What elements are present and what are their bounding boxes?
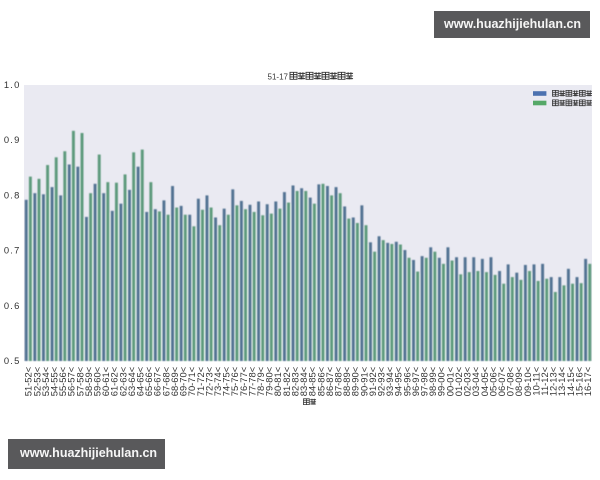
svg-text:78-79<: 78-79<	[255, 366, 266, 396]
svg-text:58-59<: 58-59<	[83, 366, 94, 396]
svg-text:15-16<: 15-16<	[573, 366, 584, 396]
svg-text:60-61<: 60-61<	[100, 366, 111, 396]
svg-text:87-88<: 87-88<	[332, 366, 343, 396]
svg-text:0.7: 0.7	[4, 245, 21, 256]
svg-text:98-99<: 98-99<	[427, 366, 438, 396]
svg-text:51-52<: 51-52<	[23, 366, 34, 396]
svg-text:74-75<: 74-75<	[221, 366, 232, 396]
svg-text:79-80<: 79-80<	[264, 366, 275, 396]
svg-text:57-58<: 57-58<	[74, 366, 85, 396]
svg-text:12-13<: 12-13<	[548, 366, 559, 396]
svg-text:70-71<: 70-71<	[186, 366, 197, 396]
svg-text:75-76<: 75-76<	[229, 366, 240, 396]
svg-text:51-17: 51-17	[268, 73, 289, 82]
svg-text:63-64<: 63-64<	[126, 366, 137, 396]
svg-text:67-68<: 67-68<	[160, 366, 171, 396]
svg-text:16-17<: 16-17<	[582, 366, 593, 396]
svg-text:03-04<: 03-04<	[470, 366, 481, 396]
svg-text:1.0: 1.0	[4, 79, 21, 90]
svg-text:00-01<: 00-01<	[444, 366, 455, 396]
svg-text:81-82<: 81-82<	[281, 366, 292, 396]
svg-text:83-84<: 83-84<	[298, 366, 309, 396]
svg-text:92-93<: 92-93<	[376, 366, 387, 396]
svg-text:04-05<: 04-05<	[479, 366, 490, 396]
svg-text:65-66<: 65-66<	[143, 366, 154, 396]
svg-text:07-08<: 07-08<	[505, 366, 516, 396]
svg-text:53-54<: 53-54<	[40, 366, 51, 396]
svg-text:82-83<: 82-83<	[289, 366, 300, 396]
svg-text:01-02<: 01-02<	[453, 366, 464, 396]
svg-text:13-14<: 13-14<	[556, 366, 567, 396]
svg-text:05-06<: 05-06<	[487, 366, 498, 396]
svg-text:52-53<: 52-53<	[31, 366, 42, 396]
svg-text:77-78<: 77-78<	[246, 366, 257, 396]
svg-text:84-85<: 84-85<	[307, 366, 318, 396]
svg-text:97-98<: 97-98<	[419, 366, 430, 396]
svg-text:0.9: 0.9	[4, 134, 21, 145]
svg-text:96-97<: 96-97<	[410, 366, 421, 396]
svg-text:69-70<: 69-70<	[178, 366, 189, 396]
svg-text:11-12<: 11-12<	[539, 366, 550, 395]
svg-text:64-65<: 64-65<	[135, 366, 146, 396]
svg-text:66-67<: 66-67<	[152, 366, 163, 396]
svg-text:55-56<: 55-56<	[57, 366, 68, 396]
svg-text:88-89<: 88-89<	[341, 366, 352, 396]
svg-text:93-94<: 93-94<	[384, 366, 395, 396]
svg-text:68-69<: 68-69<	[169, 366, 180, 396]
svg-text:86-87<: 86-87<	[324, 366, 335, 396]
svg-text:94-95<: 94-95<	[393, 366, 404, 396]
svg-text:0.6: 0.6	[4, 300, 21, 311]
svg-text:08-09<: 08-09<	[513, 366, 524, 396]
svg-text:09-10<: 09-10<	[522, 366, 533, 396]
svg-text:62-63<: 62-63<	[117, 366, 128, 396]
svg-text:95-96<: 95-96<	[401, 366, 412, 396]
svg-text:59-60<: 59-60<	[92, 366, 103, 396]
svg-text:14-15<: 14-15<	[565, 366, 576, 396]
svg-text:61-62<: 61-62<	[109, 366, 120, 396]
svg-text:73-74<: 73-74<	[212, 366, 223, 396]
svg-text:06-07<: 06-07<	[496, 366, 507, 396]
svg-text:91-92<: 91-92<	[367, 366, 378, 396]
svg-text:80-81<: 80-81<	[272, 366, 283, 396]
svg-text:99-00<: 99-00<	[436, 366, 447, 396]
svg-text:71-72<: 71-72<	[195, 366, 206, 396]
svg-text:76-77<: 76-77<	[238, 366, 249, 396]
svg-text:02-03<: 02-03<	[462, 366, 473, 396]
svg-text:0.5: 0.5	[4, 355, 21, 366]
svg-text:0.8: 0.8	[4, 189, 21, 200]
svg-text:72-73<: 72-73<	[203, 366, 214, 396]
svg-text:56-57<: 56-57<	[66, 366, 77, 396]
svg-text:54-55<: 54-55<	[48, 366, 59, 396]
svg-text:85-86<: 85-86<	[315, 366, 326, 396]
svg-text:90-91<: 90-91<	[358, 366, 369, 396]
svg-text:89-90<: 89-90<	[350, 366, 361, 396]
svg-text:10-11<: 10-11<	[530, 366, 541, 395]
